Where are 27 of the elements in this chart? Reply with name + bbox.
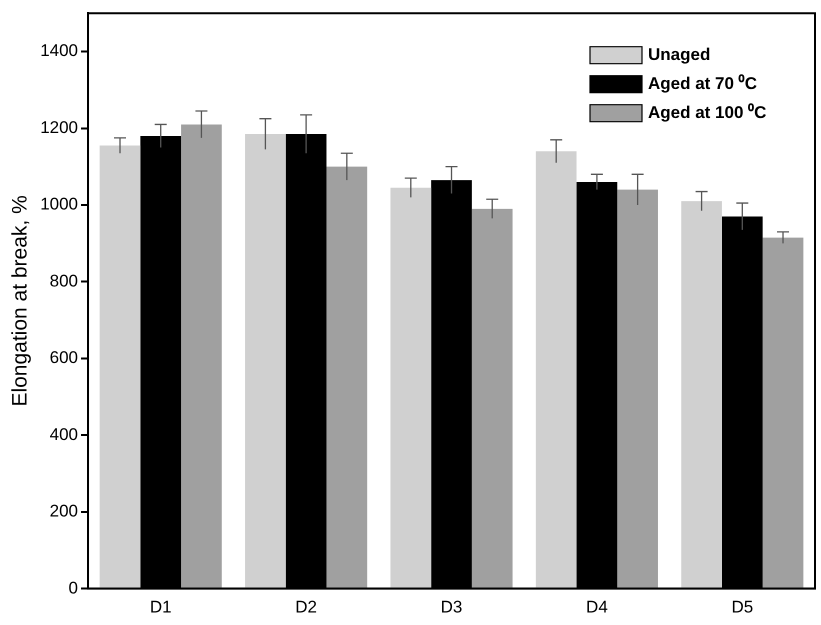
y-axis-title: Elongation at break, % <box>8 195 32 407</box>
y-tick-label: 800 <box>50 271 78 290</box>
y-tick-label: 0 <box>68 578 78 598</box>
legend-label: Unaged <box>648 44 710 64</box>
x-tick-label: D3 <box>440 597 462 616</box>
bar <box>472 208 513 588</box>
y-tick-label: 1400 <box>40 41 78 60</box>
legend-label: Aged at 100 ⁰C <box>648 102 766 122</box>
x-tick-label: D2 <box>295 597 317 616</box>
bar <box>536 151 577 588</box>
y-tick-label: 200 <box>50 502 78 521</box>
bar <box>762 238 804 588</box>
bar <box>100 146 140 588</box>
bar <box>326 166 368 588</box>
y-tick-label: 1000 <box>40 194 78 214</box>
bar <box>617 190 658 588</box>
legend-label: Aged at 70 ⁰C <box>648 74 757 93</box>
bar <box>181 124 222 588</box>
y-tick-label: 400 <box>50 424 78 444</box>
x-tick-label: D5 <box>731 597 754 616</box>
x-tick-label: D4 <box>586 597 608 616</box>
x-tick-label: D1 <box>150 597 172 616</box>
bar <box>245 134 286 588</box>
y-tick-label: 600 <box>50 348 78 368</box>
y-tick-label: 1200 <box>40 118 78 137</box>
bar <box>681 201 722 588</box>
bar <box>390 188 432 588</box>
